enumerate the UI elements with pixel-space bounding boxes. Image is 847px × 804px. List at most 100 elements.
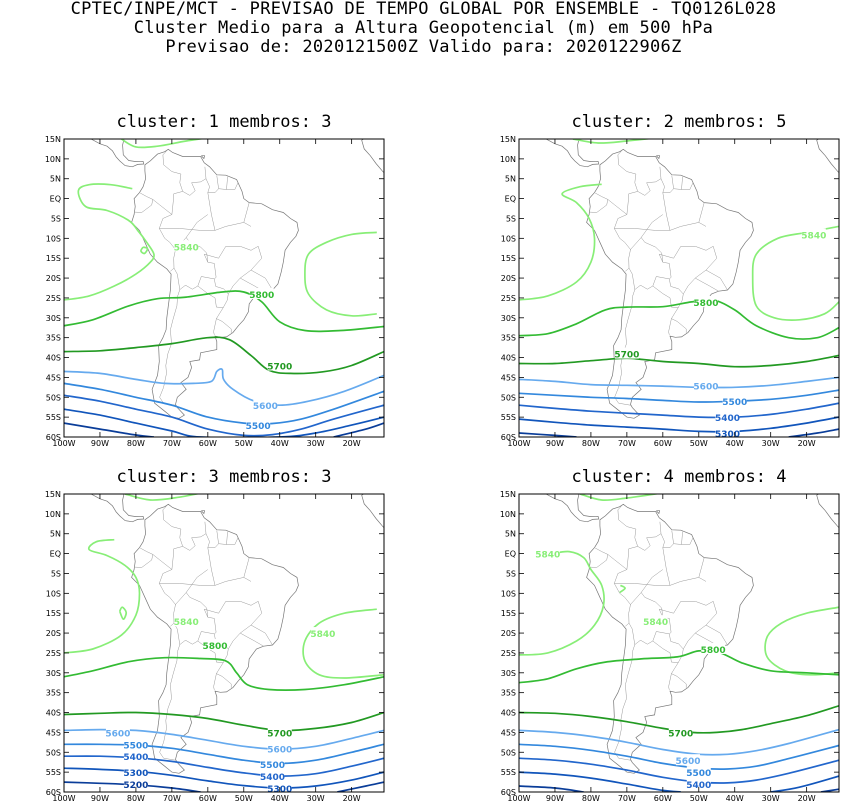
country-border bbox=[681, 182, 694, 190]
lat-tick-label: 25S bbox=[46, 294, 61, 303]
lon-tick-label: 70W bbox=[618, 794, 636, 803]
lon-tick-label: 60W bbox=[199, 439, 217, 448]
lat-tick-label: 35S bbox=[501, 334, 516, 343]
lat-tick-label: 60S bbox=[46, 433, 61, 442]
country-border bbox=[173, 267, 215, 291]
contour-5840 bbox=[302, 608, 384, 679]
contour-label-bg bbox=[643, 615, 668, 627]
contour-label-bg bbox=[310, 627, 335, 639]
island-outline bbox=[201, 510, 206, 515]
contour-5840 bbox=[572, 139, 654, 144]
contour-label: 5700 bbox=[267, 729, 292, 739]
lat-tick-label: 30S bbox=[46, 669, 61, 678]
contour-label: 5400 bbox=[123, 753, 148, 763]
contour-5700 bbox=[519, 354, 839, 368]
country-border bbox=[698, 557, 705, 578]
country-border bbox=[216, 307, 232, 333]
lon-tick-label: 90W bbox=[91, 794, 109, 803]
lat-tick-label: 20S bbox=[46, 629, 61, 638]
lat-tick-label: 45S bbox=[501, 728, 516, 737]
country-border bbox=[218, 176, 228, 190]
contour-5840 bbox=[519, 550, 605, 656]
contour-label-bg bbox=[801, 228, 826, 240]
country-border bbox=[658, 246, 714, 263]
contour-5200 bbox=[64, 422, 154, 437]
contour-label: 5200 bbox=[123, 781, 148, 791]
contour-5500 bbox=[519, 743, 839, 770]
island-outline bbox=[201, 155, 206, 160]
country-border bbox=[226, 537, 239, 545]
lat-tick-label: 45S bbox=[501, 373, 516, 382]
lat-tick-label: 5S bbox=[51, 569, 61, 578]
contour-label-bg bbox=[123, 750, 148, 762]
lon-tick-label: 40W bbox=[726, 794, 744, 803]
contour-5400 bbox=[519, 402, 839, 419]
contour-label: 5840 bbox=[174, 618, 199, 628]
country-border bbox=[243, 557, 250, 578]
contour-5200 bbox=[519, 785, 584, 792]
contour-label: 5600 bbox=[253, 402, 278, 412]
lat-tick-label: 40S bbox=[46, 709, 61, 718]
contour-5400 bbox=[519, 757, 839, 784]
lon-tick-label: 20W bbox=[343, 439, 361, 448]
lat-tick-label: 10N bbox=[500, 155, 516, 164]
country-border bbox=[205, 530, 219, 548]
country-border bbox=[589, 547, 609, 568]
country-border bbox=[695, 277, 719, 292]
panel-title: cluster: 3 membros: 3 bbox=[116, 467, 332, 487]
lat-tick-label: 15N bbox=[500, 135, 516, 144]
lat-tick-label: EQ bbox=[505, 195, 516, 204]
lon-tick-label: 20W bbox=[343, 794, 361, 803]
lat-tick-label: 60S bbox=[501, 788, 516, 797]
lat-tick-label: 25S bbox=[46, 649, 61, 658]
lat-tick-label: EQ bbox=[505, 550, 516, 559]
lon-tick-label: 90W bbox=[546, 439, 564, 448]
contour-label-bg bbox=[535, 547, 560, 559]
lon-tick-label: 50W bbox=[235, 439, 253, 448]
map-panel-3: 5840 5800 5700 5600 5500 5400 5300 5600 5500 5400… bbox=[45, 490, 385, 803]
country-border bbox=[658, 601, 714, 618]
africa-coastline bbox=[816, 139, 839, 174]
country-border bbox=[207, 192, 216, 231]
contour-label: 5600 bbox=[105, 729, 130, 739]
country-border bbox=[614, 222, 707, 231]
south-america-coastline bbox=[586, 148, 754, 419]
country-border bbox=[614, 644, 636, 761]
country-border bbox=[660, 175, 674, 193]
contour-label-bg bbox=[123, 766, 148, 778]
lon-tick-label: 80W bbox=[582, 794, 600, 803]
contour-label: 5800 bbox=[249, 291, 274, 301]
lat-tick-label: 10N bbox=[45, 155, 61, 164]
lat-tick-label: 15S bbox=[501, 609, 516, 618]
contour-label: 5800 bbox=[202, 642, 227, 652]
header-line-2: Cluster Medio para a Altura Geopotencial… bbox=[133, 18, 714, 38]
country-border bbox=[173, 622, 215, 646]
lon-tick-label: 100W bbox=[507, 439, 530, 448]
country-border bbox=[630, 237, 672, 280]
lon-tick-label: 30W bbox=[307, 439, 325, 448]
contour-label: 5300 bbox=[123, 769, 148, 779]
country-border bbox=[205, 175, 219, 193]
lat-tick-label: 30S bbox=[501, 669, 516, 678]
lat-tick-label: 5N bbox=[50, 175, 61, 184]
contour-5300 bbox=[770, 775, 839, 792]
lat-tick-label: 40S bbox=[501, 709, 516, 718]
lon-tick-label: 20W bbox=[798, 794, 816, 803]
contour-label-bg bbox=[249, 287, 274, 299]
lat-tick-label: 35S bbox=[501, 689, 516, 698]
contour-5200 bbox=[788, 428, 839, 437]
central-america-coastline bbox=[545, 139, 600, 168]
lon-tick-label: 100W bbox=[52, 439, 75, 448]
country-border bbox=[197, 278, 229, 308]
contour-label: 5500 bbox=[722, 398, 747, 408]
contour-5700 bbox=[64, 336, 384, 375]
contour-label-bg bbox=[246, 419, 271, 431]
lon-tick-label: 80W bbox=[127, 439, 145, 448]
contour-label: 5840 bbox=[174, 243, 199, 253]
country-border bbox=[660, 530, 674, 548]
country-border bbox=[662, 547, 671, 586]
panel-title: cluster: 2 membros: 5 bbox=[571, 112, 787, 132]
contour-5800 bbox=[64, 290, 384, 333]
contour-label: 5500 bbox=[260, 761, 285, 771]
lat-tick-label: 5S bbox=[506, 214, 516, 223]
